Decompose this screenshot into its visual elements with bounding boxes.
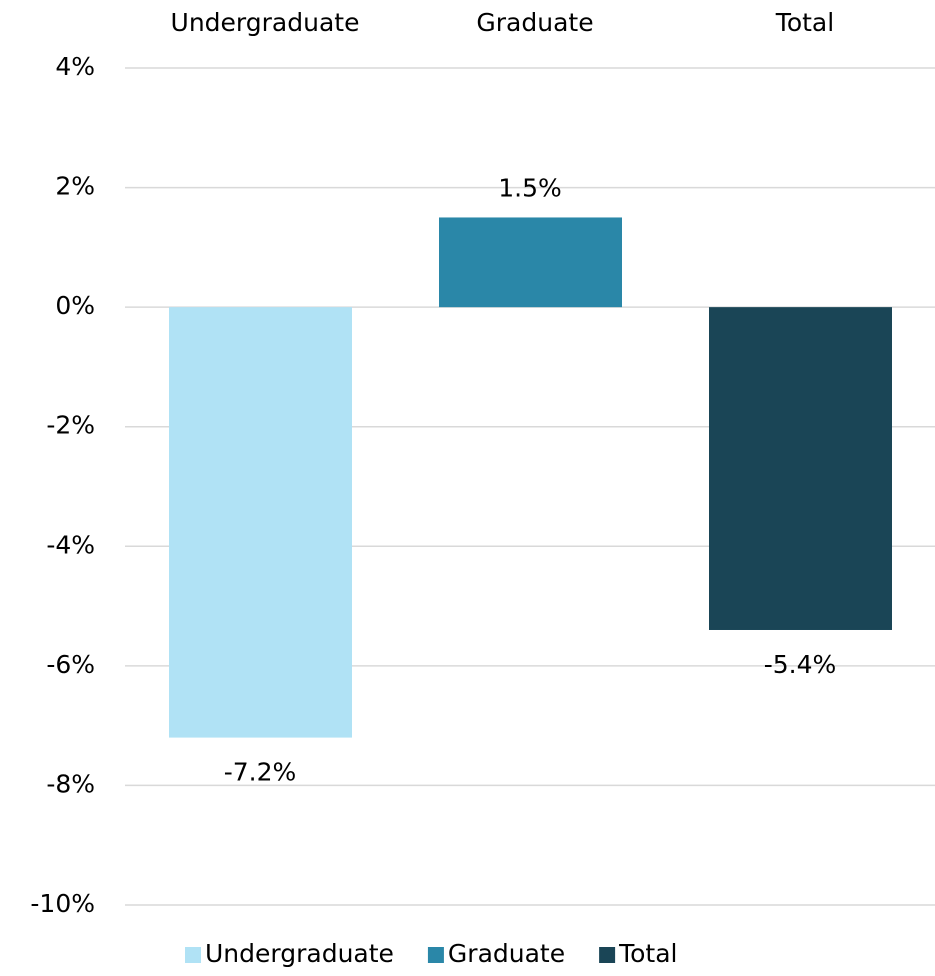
- data-label: -5.4%: [764, 650, 837, 679]
- legend-label: Undergraduate: [205, 939, 394, 968]
- x-tick-label: Graduate: [476, 8, 593, 37]
- legend-swatch: [185, 947, 201, 963]
- x-tick-label: Total: [775, 8, 834, 37]
- y-tick-label: -2%: [46, 411, 95, 440]
- bar: [439, 217, 622, 308]
- y-tick-label: 4%: [55, 52, 95, 81]
- y-tick-label: -10%: [30, 889, 95, 918]
- legend-swatch: [599, 947, 616, 963]
- x-tick-label: Undergraduate: [171, 8, 360, 37]
- legend-swatch: [427, 947, 444, 963]
- y-tick-label: 0%: [55, 291, 95, 320]
- bar: [709, 307, 892, 630]
- y-tick-label: -4%: [46, 530, 95, 559]
- y-tick-label: -8%: [46, 769, 95, 798]
- data-label: -7.2%: [224, 758, 297, 787]
- y-tick-label: -6%: [46, 650, 95, 679]
- bar: [169, 307, 352, 738]
- y-tick-label: 2%: [55, 172, 95, 201]
- data-label: 1.5%: [498, 173, 562, 202]
- legend-label: Graduate: [448, 939, 565, 968]
- legend-label: Total: [618, 939, 677, 968]
